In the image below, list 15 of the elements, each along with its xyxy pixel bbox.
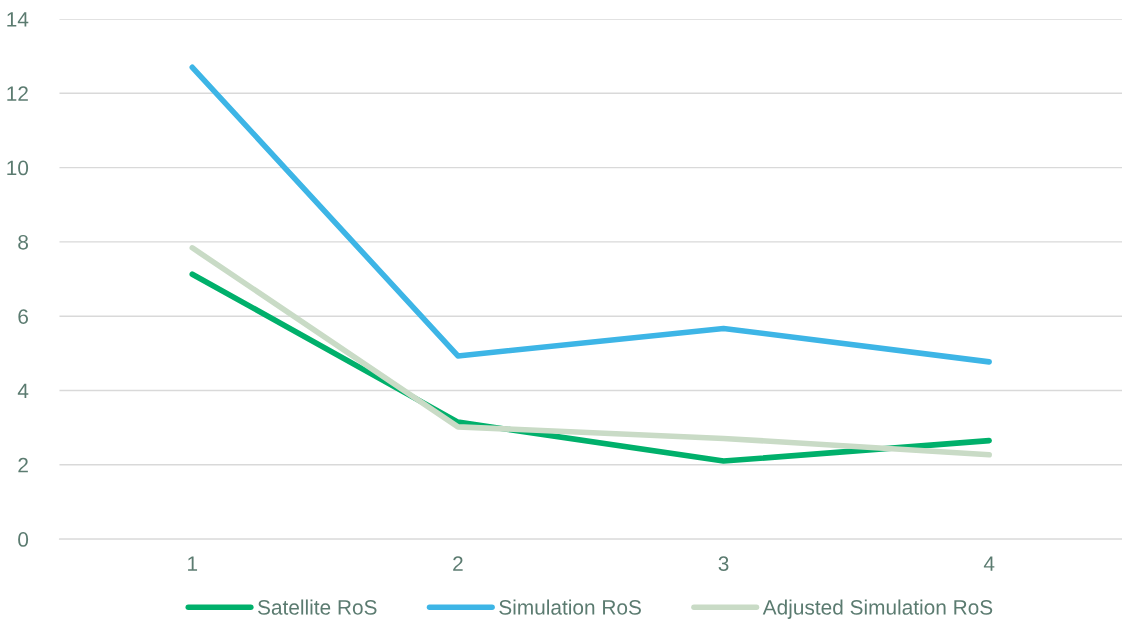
y-tick-label: 2 <box>18 457 28 473</box>
legend-label: Simulation RoS <box>499 599 641 615</box>
y-tick-label: 10 <box>7 160 29 176</box>
y-tick-label: 4 <box>17 383 29 399</box>
y-tick-label: 6 <box>18 309 28 324</box>
x-tick-label: 2 <box>453 556 463 571</box>
x-tick-label: 1 <box>188 556 198 571</box>
y-tick-label: 14 <box>7 12 29 27</box>
y-tick-label: 0 <box>18 532 29 547</box>
legend-label: Satellite RoS <box>258 599 377 615</box>
legend-label: Adjusted Simulation RoS <box>762 599 993 619</box>
x-tick-label: 4 <box>983 556 995 571</box>
x-tick-label: 3 <box>718 556 729 572</box>
y-tick-label: 8 <box>18 234 29 250</box>
y-tick-label: 12 <box>7 86 28 101</box>
